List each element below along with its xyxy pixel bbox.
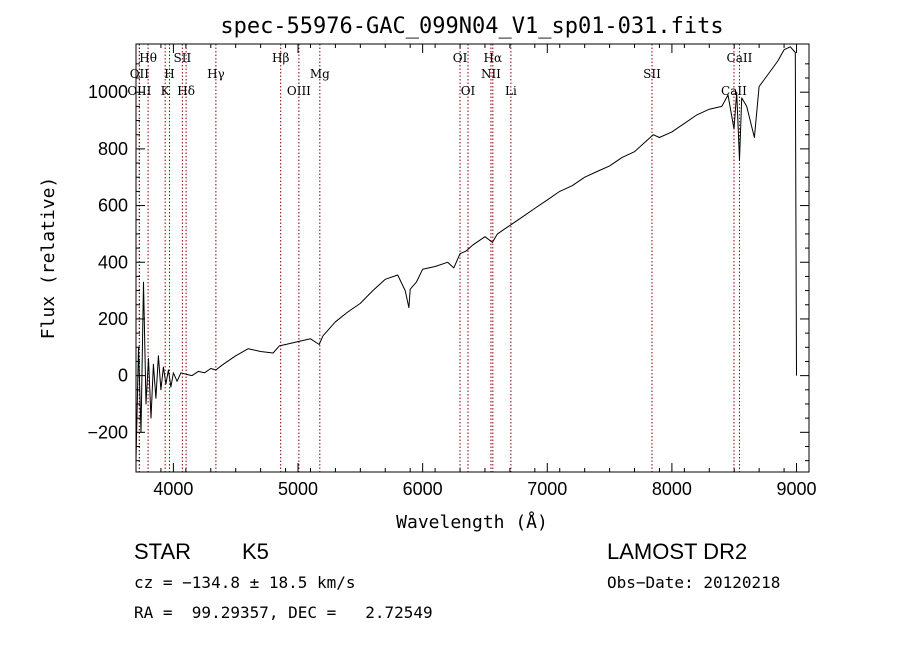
line-marker-label: Hγ	[207, 67, 225, 81]
line-marker-label: OIII	[127, 84, 151, 98]
line-marker-label: OI	[453, 51, 468, 65]
object-type: STAR	[134, 539, 192, 564]
observation-date: Obs−Date: 20120218	[607, 573, 781, 592]
y-tick-label: 200	[98, 309, 128, 329]
y-tick-label: 600	[98, 196, 128, 216]
line-marker-label: Li	[505, 84, 517, 98]
line-marker-label: NII	[481, 67, 501, 81]
line-marker-label: SII	[174, 51, 192, 65]
x-tick-label: 6000	[403, 479, 443, 499]
x-tick-label: 5000	[278, 479, 318, 499]
chart-title: spec-55976-GAC_099N04_V1_sp01-031.fits	[220, 14, 723, 39]
axis-ticks	[135, 44, 810, 472]
axis-tick-labels: 4000 5000 6000 7000 8000 9000 −200 0 200 400 600 80…	[87, 82, 816, 499]
line-marker-label: OIII	[287, 84, 311, 98]
line-marker-label: H	[164, 67, 174, 81]
object-subclass: K5	[242, 539, 269, 564]
y-tick-label: 1000	[88, 82, 128, 102]
plot-frame	[135, 43, 810, 473]
y-tick-label: −200	[87, 422, 128, 442]
line-marker-label: K	[161, 84, 171, 98]
x-tick-label: 4000	[153, 479, 193, 499]
redshift-readout: cz = −134.8 ± 18.5 km/s	[134, 573, 356, 592]
survey-name: LAMOST DR2	[607, 539, 748, 564]
spectrum-line	[135, 46, 797, 461]
y-tick-label: 800	[98, 139, 128, 159]
line-markers: Hθ OII OIII HK SII Hδ Hγ Hβ OIII Mg OI OI Hα NII Li SII…	[127, 44, 753, 472]
y-tick-label: 400	[98, 252, 128, 272]
y-axis-label: Flux (relative)	[38, 177, 59, 340]
x-tick-label: 7000	[527, 479, 567, 499]
x-tick-label: 8000	[652, 479, 692, 499]
line-marker-label: OII	[130, 67, 150, 81]
line-marker-label: Hα	[484, 51, 503, 65]
line-marker-label: SII	[643, 67, 661, 81]
line-marker-label: CaII	[721, 84, 747, 98]
line-marker-label: OI	[461, 84, 476, 98]
x-axis-label: Wavelength (Å)	[396, 511, 548, 533]
coordinates-readout: RA = 99.29357, DEC = 2.72549	[134, 603, 433, 622]
x-tick-label: 9000	[777, 479, 817, 499]
y-tick-label: 0	[118, 366, 128, 386]
spectrum-series	[135, 46, 797, 461]
line-marker-label: Mg	[310, 67, 330, 81]
line-marker-label: Hδ	[177, 84, 195, 98]
line-marker-label: CaII	[727, 51, 753, 65]
line-marker-label: Hθ	[139, 51, 157, 65]
line-marker-label: Hβ	[272, 51, 289, 65]
